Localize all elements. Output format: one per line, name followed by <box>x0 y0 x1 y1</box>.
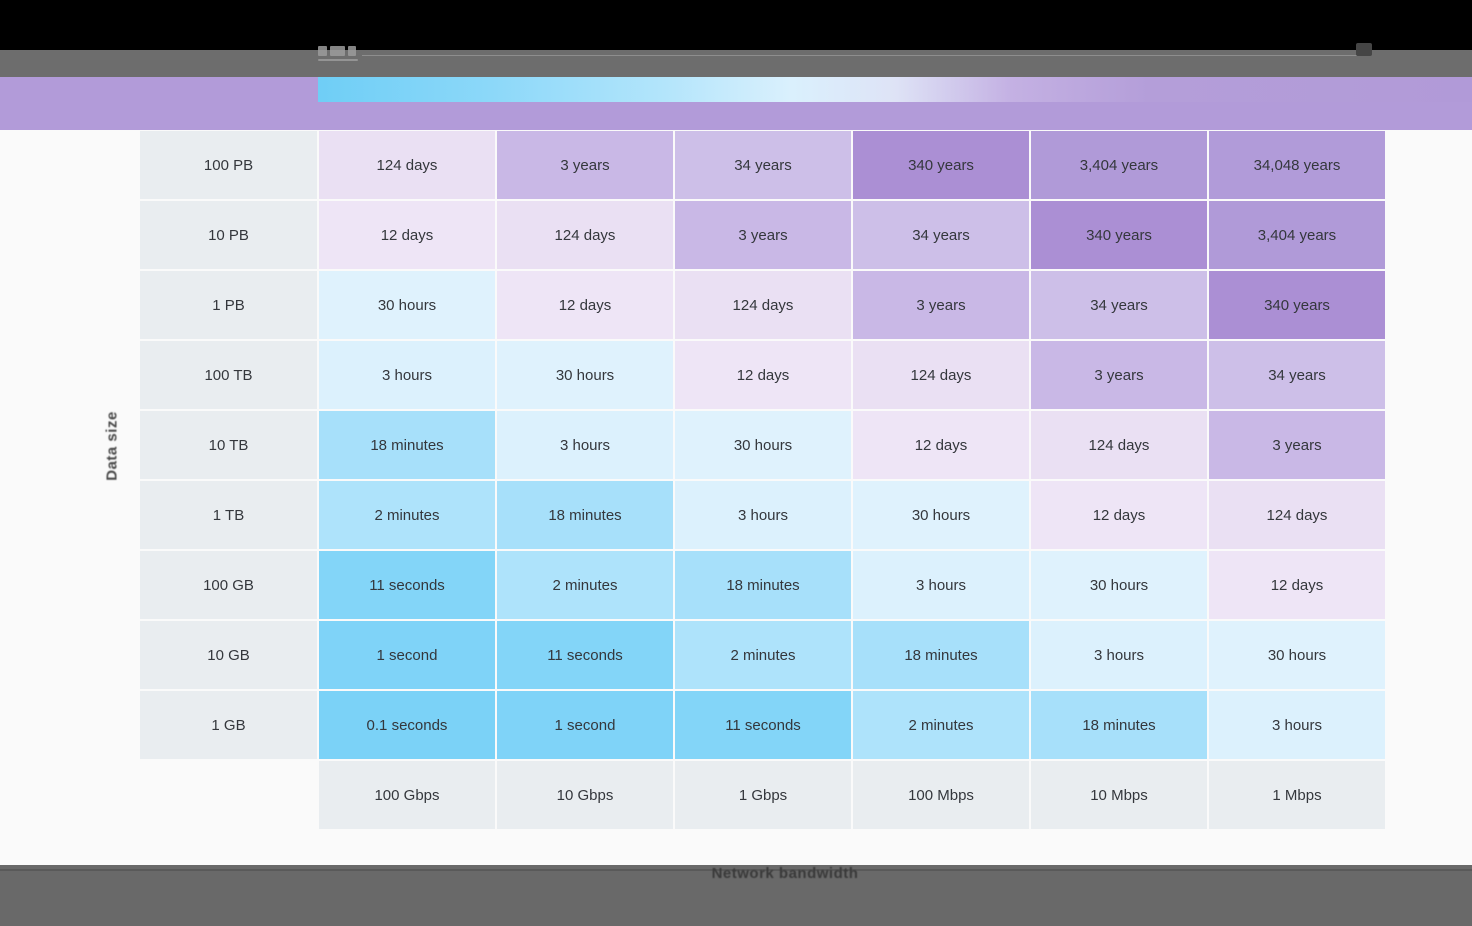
heatmap-cell: 0.1 seconds <box>319 691 495 759</box>
heatmap-cell: 30 hours <box>319 271 495 339</box>
y-axis-label: Data size <box>103 411 121 481</box>
heatmap-cell: 3 years <box>1209 411 1385 479</box>
heatmap-cell: 3 years <box>853 271 1029 339</box>
row-size-label: 100 TB <box>140 341 317 409</box>
row-size-label: 100 PB <box>140 131 317 199</box>
heatmap-cell: 3 hours <box>675 481 851 549</box>
row-size-label: 10 PB <box>140 201 317 269</box>
heatmap-cell: 18 minutes <box>675 551 851 619</box>
heatmap-cell: 34 years <box>1209 341 1385 409</box>
transfer-time-heatmap: 100 PB 124 days 3 years 34 years 340 years 3,… <box>140 131 1385 829</box>
heatmap-cell: 3,404 years <box>1209 201 1385 269</box>
heatmap-cell: 30 hours <box>853 481 1029 549</box>
toolbar-text-smudge <box>330 46 345 56</box>
heatmap-cell: 30 hours <box>1031 551 1207 619</box>
col-speed-label: 10 Gbps <box>497 761 673 829</box>
heatmap-cell: 2 minutes <box>853 691 1029 759</box>
heatmap-cell: 11 seconds <box>319 551 495 619</box>
heatmap-cell: 124 days <box>497 201 673 269</box>
heatmap-cell: 124 days <box>319 131 495 199</box>
row-size-label: 1 PB <box>140 271 317 339</box>
heatmap-cell: 12 days <box>1031 481 1207 549</box>
top-black-bar <box>0 0 1472 50</box>
heatmap-cell: 12 days <box>497 271 673 339</box>
heatmap-cell: 2 minutes <box>497 551 673 619</box>
row-size-label: 10 GB <box>140 621 317 689</box>
heatmap-cell: 3 hours <box>1209 691 1385 759</box>
heatmap-cell: 18 minutes <box>853 621 1029 689</box>
heatmap-cell: 1 second <box>497 691 673 759</box>
heatmap-cell: 11 seconds <box>497 621 673 689</box>
heatmap-cell: 124 days <box>853 341 1029 409</box>
heatmap-cell: 12 days <box>319 201 495 269</box>
heatmap-cell: 3 hours <box>1031 621 1207 689</box>
heatmap-cell: 3 years <box>675 201 851 269</box>
corner-empty-cell <box>140 761 317 829</box>
heatmap-cell: 2 minutes <box>319 481 495 549</box>
heatmap-cell: 340 years <box>1209 271 1385 339</box>
heatmap-cell: 3 hours <box>853 551 1029 619</box>
heatmap-cell: 34 years <box>1031 271 1207 339</box>
col-speed-label: 1 Gbps <box>675 761 851 829</box>
bottom-bar-divider <box>0 869 1472 871</box>
heatmap-cell: 30 hours <box>1209 621 1385 689</box>
bottom-bar <box>0 865 1472 926</box>
heatmap-cell: 12 days <box>675 341 851 409</box>
row-size-label: 1 TB <box>140 481 317 549</box>
heatmap-cell: 3 years <box>497 131 673 199</box>
heatmap-cell: 124 days <box>1031 411 1207 479</box>
heatmap-cell: 124 days <box>675 271 851 339</box>
toolbar <box>0 46 1472 77</box>
col-speed-label: 100 Mbps <box>853 761 1029 829</box>
heatmap-cell: 34 years <box>853 201 1029 269</box>
heatmap-cell: 124 days <box>1209 481 1385 549</box>
heatmap-cell: 3 hours <box>497 411 673 479</box>
heatmap-cell: 12 days <box>1209 551 1385 619</box>
heatmap-cell: 340 years <box>1031 201 1207 269</box>
heatmap-cell: 12 days <box>853 411 1029 479</box>
heatmap-cell: 18 minutes <box>497 481 673 549</box>
heatmap-cell: 30 hours <box>675 411 851 479</box>
x-axis-label: Network bandwidth <box>711 865 859 882</box>
heatmap-cell: 2 minutes <box>675 621 851 689</box>
heatmap-cell: 11 seconds <box>675 691 851 759</box>
slider-handle[interactable] <box>1356 43 1372 56</box>
heatmap-cell: 18 minutes <box>1031 691 1207 759</box>
heatmap-cell: 18 minutes <box>319 411 495 479</box>
heatmap-cell: 34,048 years <box>1209 131 1385 199</box>
heatmap-cell: 3 hours <box>319 341 495 409</box>
col-speed-label: 100 Gbps <box>319 761 495 829</box>
row-size-label: 1 GB <box>140 691 317 759</box>
time-gradient-legend <box>318 77 1472 102</box>
toolbar-text-underline <box>318 59 358 61</box>
toolbar-text-smudge <box>348 46 356 56</box>
toolbar-text-smudge <box>318 46 327 56</box>
col-speed-label: 1 Mbps <box>1209 761 1385 829</box>
heatmap-cell: 3,404 years <box>1031 131 1207 199</box>
row-size-label: 10 TB <box>140 411 317 479</box>
heatmap-cell: 30 hours <box>497 341 673 409</box>
heatmap-cell: 1 second <box>319 621 495 689</box>
heatmap-cell: 34 years <box>675 131 851 199</box>
heatmap-cell: 3 years <box>1031 341 1207 409</box>
row-size-label: 100 GB <box>140 551 317 619</box>
slider-track[interactable] <box>362 55 1357 56</box>
col-speed-label: 10 Mbps <box>1031 761 1207 829</box>
heatmap-cell: 340 years <box>853 131 1029 199</box>
